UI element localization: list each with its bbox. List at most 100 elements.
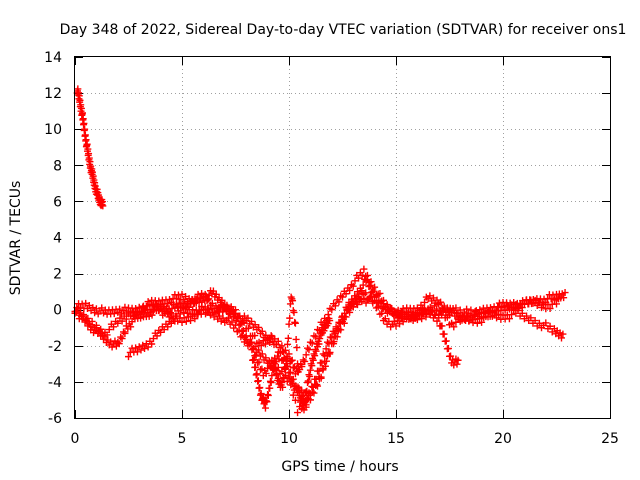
data-point <box>557 334 565 342</box>
data-point <box>133 348 141 356</box>
data-point <box>270 358 278 366</box>
data-point <box>284 334 292 342</box>
data-point <box>294 360 302 368</box>
data-point <box>105 326 113 334</box>
data-point <box>157 328 165 336</box>
data-point <box>531 317 539 325</box>
data-point <box>431 311 439 319</box>
axis-ticks <box>75 57 611 419</box>
data-point <box>514 307 522 315</box>
data-point <box>127 323 135 331</box>
data-point <box>463 312 471 320</box>
data-point <box>81 131 89 139</box>
data-point <box>255 346 263 354</box>
data-point <box>76 96 84 104</box>
data-point <box>438 322 446 330</box>
data-point <box>304 379 312 387</box>
data-point <box>535 319 543 327</box>
data-point <box>326 317 334 325</box>
data-point <box>144 343 152 351</box>
data-point <box>349 303 357 311</box>
data-point <box>375 296 383 304</box>
data-point <box>167 310 175 318</box>
data-point <box>254 377 262 385</box>
data-point <box>80 311 88 319</box>
data-point <box>296 391 304 399</box>
data-point <box>308 339 316 347</box>
data-point <box>77 104 85 112</box>
data-point <box>110 310 118 318</box>
data-point <box>78 109 86 117</box>
data-point <box>255 358 263 366</box>
data-point <box>268 372 276 380</box>
data-point <box>293 344 301 352</box>
data-point <box>527 314 535 322</box>
data-point <box>183 309 191 317</box>
data-point <box>306 372 314 380</box>
data-point <box>262 397 270 405</box>
data-point <box>259 395 267 403</box>
y-tick-labels: -6 -4 -2 0 2 4 6 8 10 12 14 <box>44 50 62 427</box>
data-point <box>116 305 124 313</box>
data-point <box>308 362 316 370</box>
series-early-high <box>73 85 107 210</box>
data-point <box>286 314 294 322</box>
y-tick-label: 12 <box>44 86 62 102</box>
data-point <box>475 315 483 323</box>
data-point <box>501 306 509 314</box>
data-point <box>351 277 359 285</box>
data-point <box>266 338 274 346</box>
data-point <box>369 287 377 295</box>
chart-title: Day 348 of 2022, Sidereal Day-to-day VTE… <box>60 22 627 38</box>
data-point <box>291 319 299 327</box>
data-point <box>304 344 312 352</box>
data-point <box>316 335 324 343</box>
data-point <box>110 323 118 331</box>
data-point <box>285 373 293 381</box>
data-point <box>120 328 128 336</box>
x-tick-label: 5 <box>178 431 187 447</box>
data-point <box>244 324 252 332</box>
data-point <box>310 389 318 397</box>
data-point <box>448 319 456 327</box>
data-point <box>473 319 481 327</box>
data-point <box>278 342 286 350</box>
data-point <box>132 344 140 352</box>
data-point <box>561 289 569 297</box>
data-point <box>363 276 371 284</box>
data-point <box>261 404 269 412</box>
data-point <box>335 298 343 306</box>
data-point <box>508 311 516 319</box>
data-point <box>74 305 82 313</box>
data-point <box>443 313 451 321</box>
data-point <box>172 312 180 320</box>
data-point <box>294 383 302 391</box>
data-point <box>212 304 220 312</box>
data-point <box>82 299 90 307</box>
data-point <box>121 329 129 337</box>
data-point <box>368 297 376 305</box>
data-point <box>335 318 343 326</box>
data-point <box>339 293 346 301</box>
data-point <box>322 345 330 353</box>
data-point <box>291 318 299 326</box>
data-point <box>268 333 276 341</box>
data-point <box>499 302 507 310</box>
x-tick-label: 25 <box>601 431 619 447</box>
data-point <box>264 391 272 399</box>
data-point <box>302 351 310 359</box>
data-point <box>273 369 281 377</box>
data-point <box>114 319 122 327</box>
data-point <box>409 317 417 325</box>
data-point <box>371 293 379 301</box>
data-point <box>341 313 349 321</box>
data-point <box>265 357 273 365</box>
y-tick-label: 4 <box>53 231 62 247</box>
y-tick-label: 6 <box>53 194 62 210</box>
data-point <box>421 298 429 306</box>
data-point <box>255 323 263 331</box>
data-point <box>355 274 363 282</box>
y-axis-label: SDTVAR / TECUs <box>8 181 24 296</box>
data-point <box>91 309 99 317</box>
data-point <box>435 314 443 322</box>
